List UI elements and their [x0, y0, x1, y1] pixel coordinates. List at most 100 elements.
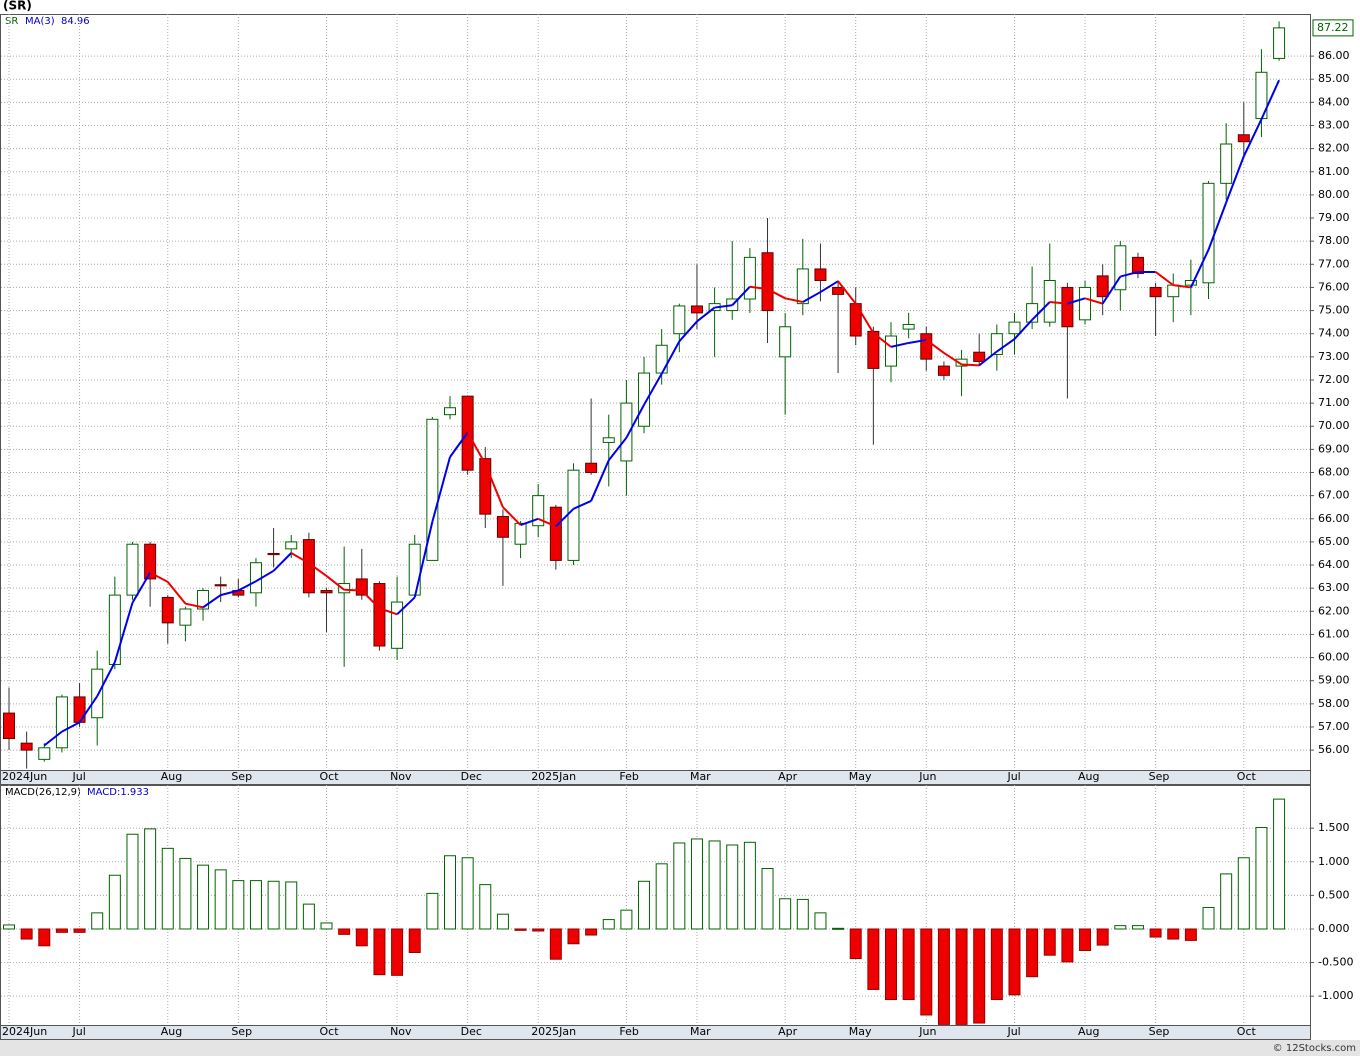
candle-body — [479, 458, 492, 515]
ma-segment — [166, 581, 187, 605]
ma-segment — [625, 404, 645, 439]
x-tick-label: Feb — [619, 770, 638, 783]
x-tick-label: Aug — [161, 1025, 182, 1038]
candle-body — [1079, 286, 1092, 321]
x-tick-label: Oct — [320, 770, 340, 783]
y-tick-label: 77.00 — [1318, 257, 1350, 270]
y-tick-label: 80.00 — [1318, 188, 1350, 201]
macd-bar — [937, 928, 950, 1025]
ma-segment — [520, 517, 539, 526]
candle-body — [1114, 245, 1127, 291]
macd-panel — [0, 785, 1311, 1026]
macd-bar — [267, 880, 280, 930]
candle-body — [902, 323, 915, 330]
candle-body — [1043, 279, 1056, 323]
candle-body — [955, 358, 968, 367]
x-tick-label: Dec — [461, 770, 482, 783]
macd-bar — [602, 919, 615, 930]
ma-segment — [361, 589, 381, 610]
x-tick-label: Apr — [778, 770, 798, 783]
ma-segment — [502, 506, 522, 526]
macd-bar — [126, 833, 139, 930]
ma-segment — [607, 437, 628, 461]
x-tick-label: Oct — [320, 1025, 340, 1038]
macd-bar — [391, 928, 404, 976]
ma-segment — [767, 288, 786, 300]
price-panel — [0, 14, 1311, 771]
macd-bar — [514, 928, 527, 931]
y-tick-label: 56.00 — [1318, 743, 1350, 756]
candle-body — [673, 305, 686, 335]
ma-segment — [961, 363, 980, 367]
macd-bar — [761, 868, 774, 930]
macd-bar — [726, 844, 739, 930]
y-tick-label: 86.00 — [1318, 49, 1350, 62]
macd-bar — [496, 913, 509, 930]
macd-bar — [549, 928, 562, 960]
x-tick-label: 2025Jan — [531, 1025, 576, 1038]
x-tick-label: Aug — [1078, 770, 1099, 783]
candle-body — [620, 402, 633, 462]
macd-bar — [444, 855, 456, 930]
candle-body — [1149, 286, 1162, 298]
y-tick-label: 1.000 — [1318, 855, 1350, 868]
ma-segment — [837, 280, 857, 305]
macd-bar — [1114, 925, 1127, 930]
macd-bar — [179, 857, 192, 930]
macd-bar — [232, 880, 245, 930]
candle-body — [391, 601, 404, 649]
candle-body — [1008, 321, 1021, 335]
ma-segment — [643, 373, 663, 406]
y-tick-label: 85.00 — [1318, 72, 1350, 85]
candle-body — [161, 596, 174, 624]
y-tick-label: -0.500 — [1318, 956, 1353, 969]
macd-bar — [1273, 798, 1286, 930]
macd-bar — [408, 928, 421, 954]
candle-body — [3, 712, 15, 740]
ma-segment — [290, 552, 310, 565]
y-tick-label: 63.00 — [1318, 581, 1350, 594]
footer-bar — [0, 1040, 1360, 1056]
ma-segment — [1013, 319, 1033, 340]
macd-name: MACD(26,12,9) — [5, 787, 81, 798]
ma-segment — [537, 517, 557, 528]
y-tick-label: 76.00 — [1318, 280, 1350, 293]
x-tick-label: Nov — [390, 1025, 412, 1038]
x-tick-label: Oct — [1237, 770, 1257, 783]
y-tick-label: 0.000 — [1318, 922, 1350, 935]
ma-segment — [449, 431, 469, 458]
candle-body — [920, 333, 933, 360]
macd-bar — [620, 909, 633, 930]
macd-bar — [708, 840, 721, 930]
candle-body — [814, 268, 827, 281]
candle-body — [179, 608, 192, 626]
y-tick-label: 1.500 — [1318, 821, 1350, 834]
x-tick-label: Jul — [72, 1025, 86, 1038]
y-tick-label: 69.00 — [1318, 442, 1350, 455]
macd-bar — [38, 928, 51, 947]
macd-bar — [55, 928, 68, 933]
ma-segment — [466, 431, 487, 465]
candle-body — [549, 506, 562, 561]
x-tick-label: Dec — [461, 1025, 482, 1038]
candle-body — [338, 583, 351, 594]
date-strip — [0, 770, 1311, 785]
candle-body — [832, 286, 845, 295]
candle-body — [38, 747, 51, 760]
ma-segment — [1173, 284, 1192, 289]
x-tick-label: 2024Jun — [2, 770, 47, 783]
x-tick-label: Sep — [231, 1025, 252, 1038]
y-tick-label: 79.00 — [1318, 211, 1350, 224]
ma-segment — [1155, 271, 1174, 286]
x-tick-label: Feb — [619, 1025, 638, 1038]
macd-bar — [638, 880, 651, 930]
ma-segment — [1120, 270, 1139, 278]
candle-body — [885, 335, 897, 367]
y-tick-label: 67.00 — [1318, 489, 1350, 502]
y-tick-label: 75.00 — [1318, 304, 1350, 317]
x-tick-label: 2024Jun — [2, 1025, 47, 1038]
ma-segment — [943, 352, 963, 366]
x-tick-label: Sep — [1149, 770, 1170, 783]
candle-body — [796, 268, 809, 305]
ma-segment — [819, 280, 839, 293]
